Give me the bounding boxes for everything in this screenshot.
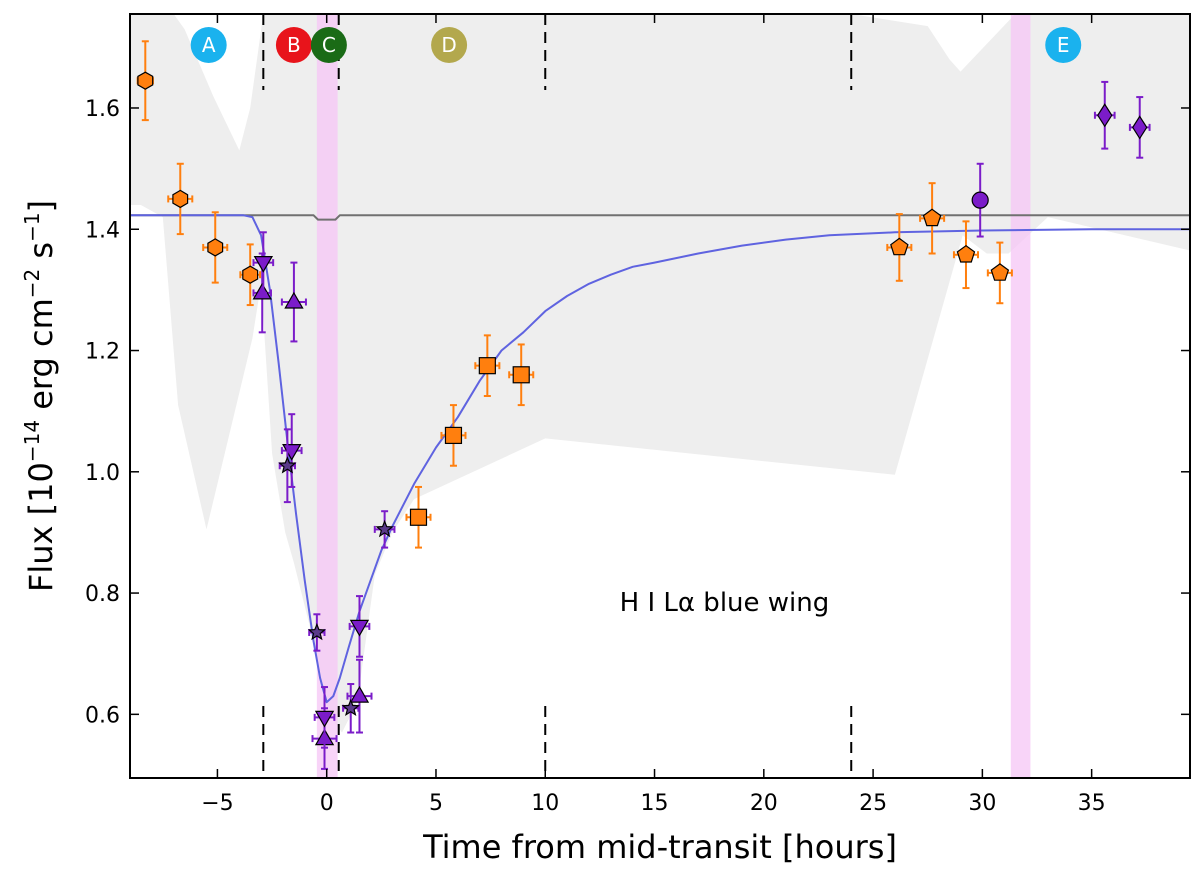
star-visit-point-3 (341, 683, 360, 734)
phase-text-a: A (202, 33, 216, 57)
circle-visit-point-1 (971, 162, 989, 238)
y-tick-label-1: 0.6 (85, 703, 120, 728)
x-tick-label-2: 0 (320, 791, 334, 816)
shaded-band-1 (316, 14, 338, 778)
down-triangle-visit-marker-4 (349, 619, 370, 637)
shaded-band-2 (1010, 14, 1031, 778)
x-axis-label: Time from mid-transit [hours] (422, 828, 897, 866)
star-visit-point-1 (278, 428, 297, 504)
square-visit-marker-2 (444, 426, 463, 445)
phase-circle-c (310, 27, 347, 63)
down-triangle-visit-point-1 (252, 231, 275, 294)
phase-label-b: B (275, 27, 312, 63)
y-tick-label-2: 0.8 (85, 582, 120, 607)
star-visit-marker-3 (341, 698, 360, 716)
diamond-visit-marker-1 (1097, 103, 1113, 128)
data-points-layer (136, 40, 1151, 770)
up-triangle-visit-marker-4 (349, 685, 370, 703)
down-triangle-visit-point-3 (313, 686, 336, 749)
pentagon-visit-marker-3 (956, 244, 976, 263)
diamond-visit-marker-2 (1132, 115, 1148, 140)
up-triangle-visit-marker-2 (284, 291, 304, 309)
phase-circle-d (431, 27, 468, 63)
phase-label-a: A (190, 27, 227, 63)
down-triangle-visit-marker-3 (314, 710, 335, 728)
circle-visit-marker-1 (971, 191, 989, 209)
x-tick-label-6: 20 (750, 791, 778, 816)
star-visit-point-2 (307, 613, 327, 652)
square-visit-point-3 (474, 334, 501, 397)
hexagon-visit-point-2 (167, 162, 194, 236)
y-label-close: ] (22, 200, 60, 212)
up-triangle-visit-point-2 (280, 261, 307, 343)
square-visit-marker-4 (512, 366, 530, 384)
y-tick-label-4: 1.2 (85, 340, 120, 365)
pentagon-visit-marker-4 (990, 263, 1010, 281)
x-tick-label-8: 30 (968, 791, 996, 816)
x-tick-label-9: 35 (1078, 791, 1106, 816)
down-triangle-visit-marker-1 (253, 256, 274, 273)
phase-circle-e (1045, 27, 1082, 63)
square-visit-marker-1 (409, 508, 428, 526)
diamond-visit-point-1 (1093, 80, 1116, 150)
down-triangle-visit-point-4 (348, 595, 371, 658)
axes-layer: −5 0 5 10 15 20 25 30 35 0.6 0.8 1.0 1.2 1.4 1.6 (85, 13, 1191, 816)
phase-label-c: C (310, 27, 347, 63)
phase-text-e: E (1057, 33, 1070, 57)
diamond-visit-point-2 (1128, 96, 1151, 159)
plot-frame (129, 13, 1191, 779)
pentagon-visit-point-2 (919, 182, 946, 255)
y-tick-label-3: 1.0 (85, 461, 120, 486)
hexagon-visit-point-3 (202, 211, 229, 284)
hexagon-visit-point-4 (239, 243, 262, 307)
square-visit-point-1 (405, 485, 432, 549)
x-tick-label-3: 5 (429, 791, 443, 816)
hexagon-visit-marker-3 (207, 238, 224, 257)
uncertainty-envelope (130, 14, 1190, 733)
phase-circle-b (275, 27, 312, 63)
pentagon-visit-marker-2 (922, 208, 942, 227)
star-visit-marker-1 (278, 456, 297, 474)
line-annotation: H I Lα blue wing (620, 588, 830, 618)
x-tick-label-4: 10 (531, 791, 559, 816)
pentagon-visit-point-4 (986, 241, 1013, 305)
phase-label-e: E (1045, 27, 1082, 63)
x-tick-label-1: −5 (201, 791, 233, 816)
y-label-seconds: s (22, 242, 60, 269)
up-triangle-visit-marker-1 (252, 282, 272, 300)
star-visit-marker-2 (307, 622, 327, 641)
pentagon-visit-point-1 (886, 213, 913, 282)
y-label-exponent-2: −2 (20, 269, 44, 298)
hexagon-visit-marker-2 (172, 189, 189, 209)
y-label-exponent-3: −1 (20, 212, 44, 241)
pentagon-visit-point-3 (952, 220, 979, 290)
y-label-flux: Flux [10 (22, 462, 60, 592)
star-visit-point-4 (373, 510, 396, 549)
phase-text-b: B (287, 33, 301, 57)
y-axis-label: Flux [10−14 erg cm−2 s−1] (20, 200, 60, 592)
y-label-exponent-1: −14 (20, 420, 44, 462)
x-tick-label-7: 25 (859, 791, 887, 816)
pentagon-visit-marker-1 (890, 237, 909, 256)
phase-text-d: D (441, 33, 456, 57)
square-visit-marker-3 (478, 357, 496, 375)
y-tick-label-6: 1.6 (85, 97, 120, 122)
phase-circle-a (190, 27, 227, 63)
hexagon-visit-marker-4 (242, 265, 259, 284)
square-visit-point-4 (508, 343, 535, 407)
y-label-units: erg cm (22, 298, 60, 420)
star-visit-marker-4 (375, 519, 394, 538)
phase-label-d: D (431, 27, 468, 63)
square-visit-point-2 (440, 404, 467, 467)
x-tick-label-5: 15 (641, 791, 669, 816)
hexagon-visit-point-1 (136, 40, 154, 122)
hexagon-visit-marker-1 (137, 71, 154, 90)
phase-text-c: C (322, 33, 336, 57)
unocculted-model-line (130, 214, 1190, 221)
y-tick-label-5: 1.4 (85, 218, 120, 243)
